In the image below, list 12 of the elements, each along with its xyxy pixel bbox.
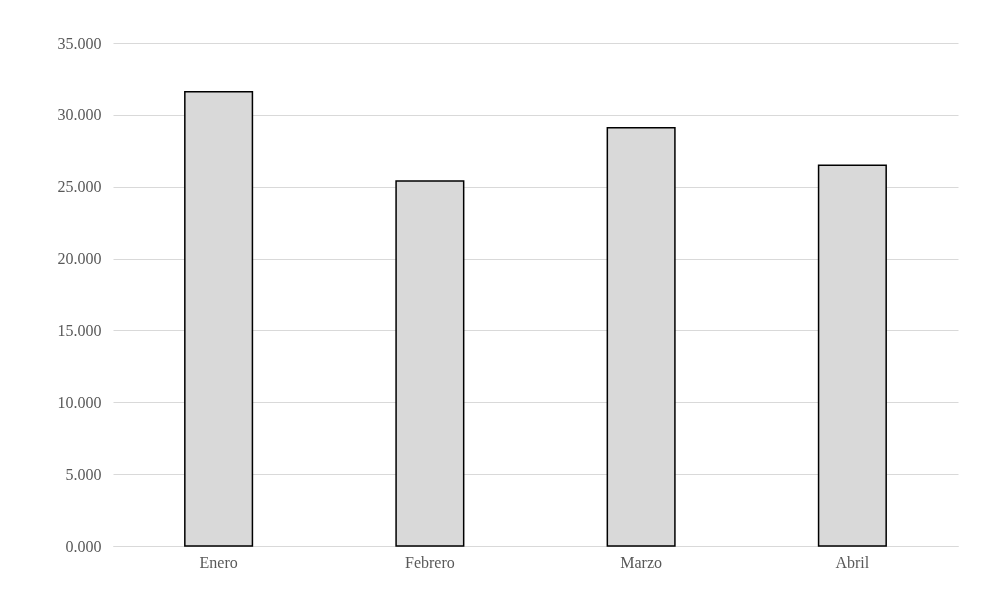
y-tick-label: 30.000 — [57, 106, 102, 124]
x-tick-label: Abril — [835, 553, 870, 571]
y-tick-label: 25.000 — [57, 178, 102, 196]
y-tick-label: 15.000 — [57, 321, 102, 339]
y-tick-label: 10.000 — [57, 393, 102, 411]
x-tick-label: Enero — [199, 553, 238, 571]
y-tick-label: 5.000 — [65, 465, 102, 483]
y-tick-label: 35.000 — [57, 34, 102, 52]
x-tick-label: Febrero — [404, 553, 455, 571]
x-tick-label: Marzo — [620, 553, 663, 571]
y-tick-label: 0.000 — [65, 537, 102, 555]
y-tick-label: 20.000 — [57, 250, 102, 268]
